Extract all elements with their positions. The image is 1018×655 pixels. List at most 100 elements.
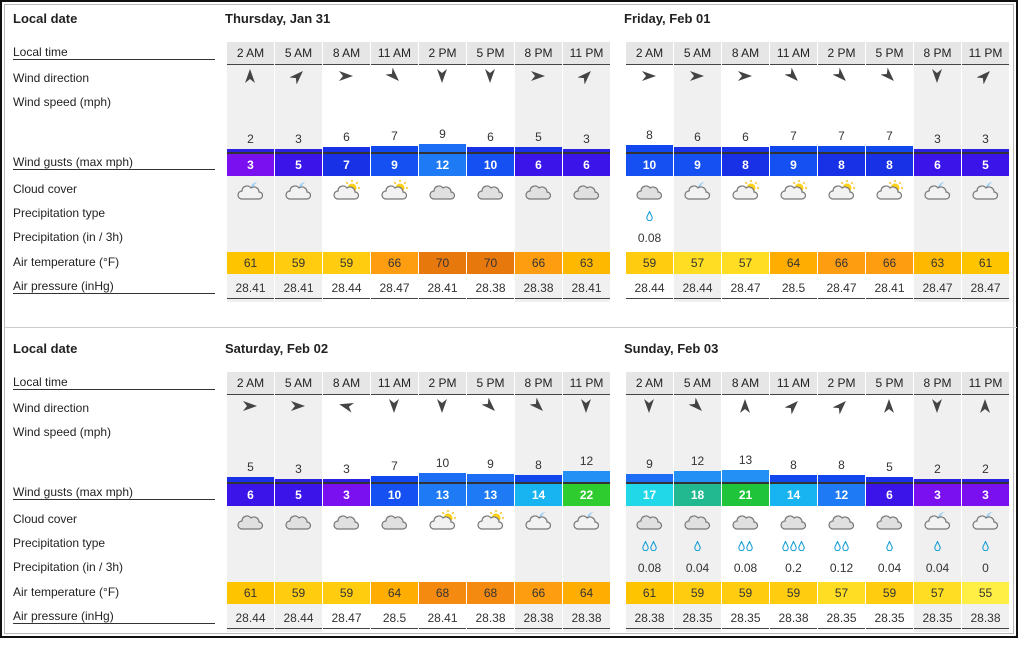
air-pressure-cell: 28.44 — [227, 608, 274, 629]
wind-speed-bar — [722, 147, 769, 152]
wind-speed-value: 9 — [439, 127, 446, 141]
hour-column: 5 AM 3 5 59 28.44 — [275, 372, 322, 632]
air-pressure-cell: 28.41 — [419, 278, 466, 299]
wind-gust-cell: 5 — [275, 482, 322, 506]
wind-gust-cell: 17 — [626, 482, 673, 506]
day-panel: Friday, Feb 01 2 AM 8 10 0.08 59 28.44 5 AM 6 9 57… — [622, 5, 1012, 325]
wind-gust-cell: 21 — [722, 482, 769, 506]
air-temperature-cell: 61 — [626, 582, 673, 604]
wind-speed-bar — [275, 149, 322, 152]
wind-speed-value: 6 — [694, 130, 701, 144]
air-pressure-cell: 28.41 — [227, 278, 274, 299]
air-pressure-cell: 28.41 — [419, 608, 466, 629]
wind-direction-arrow-icon — [434, 68, 450, 84]
hour-column: 11 PM 12 22 64 28.38 — [563, 372, 610, 632]
hour-label: 8 AM — [722, 372, 769, 395]
forecast-table: Local date Local time Wind direction Wind s… — [4, 4, 1017, 634]
hour-label: 11 AM — [770, 372, 817, 395]
wind-speed-value: 6 — [343, 130, 350, 144]
label-cloud-cover: Cloud cover — [13, 182, 78, 196]
hour-label: 5 AM — [674, 372, 721, 395]
wind-direction-arrow-icon — [385, 67, 402, 84]
hour-label: 8 AM — [722, 42, 769, 65]
wind-gust-cell: 14 — [515, 482, 562, 506]
wind-speed-value: 5 — [886, 460, 893, 474]
wind-direction-arrow-icon — [434, 398, 450, 414]
wind-speed-bar — [770, 146, 817, 152]
day-title: Thursday, Jan 31 — [225, 11, 331, 26]
wind-direction-arrow-icon — [689, 68, 705, 84]
hour-label: 2 PM — [818, 42, 865, 65]
wind-gust-cell: 8 — [866, 152, 913, 176]
label-local-date: Local date — [13, 341, 78, 356]
hour-label: 8 PM — [515, 372, 562, 395]
air-temperature-cell: 63 — [563, 252, 610, 274]
wind-gust-cell: 3 — [914, 482, 961, 506]
air-temperature-cell: 64 — [770, 252, 817, 274]
partly-sunny-icon — [876, 180, 904, 202]
hour-column: 8 AM 6 8 57 28.47 — [722, 42, 769, 302]
hour-column: 8 PM 8 14 66 28.38 — [515, 372, 562, 632]
air-temperature-cell: 66 — [818, 252, 865, 274]
air-pressure-cell: 28.5 — [371, 608, 418, 629]
partly-cloudy-night-icon — [972, 510, 1000, 532]
wind-gust-cell: 5 — [275, 152, 322, 176]
wind-direction-arrow-icon — [529, 397, 546, 414]
rain-drops-icon — [626, 210, 673, 224]
wind-speed-value: 8 — [535, 458, 542, 472]
cloudy-icon — [525, 180, 553, 202]
wind-speed-value: 3 — [343, 462, 350, 476]
hour-column: 2 AM 2 3 61 28.41 — [227, 42, 274, 302]
wind-speed-value: 3 — [295, 132, 302, 146]
rain-drops-icon — [962, 540, 1009, 554]
air-temperature-cell: 64 — [371, 582, 418, 604]
hour-column: 5 AM 6 9 57 28.44 — [674, 42, 721, 302]
label-precipitation-type: Precipitation type — [13, 536, 106, 550]
air-temperature-cell: 59 — [674, 582, 721, 604]
day-panel: Saturday, Feb 02 2 AM 5 6 61 28.44 5 AM 3 5 59 28.… — [223, 335, 613, 655]
air-temperature-cell: 66 — [515, 582, 562, 604]
air-temperature-cell: 61 — [962, 252, 1009, 274]
wind-direction-arrow-icon — [289, 68, 306, 85]
partly-cloudy-night-icon — [573, 510, 601, 532]
rain-drops-icon — [914, 540, 961, 554]
air-temperature-cell: 68 — [467, 582, 514, 604]
air-temperature-cell: 70 — [467, 252, 514, 274]
label-precipitation: Precipitation (in / 3h) — [13, 230, 124, 244]
wind-gust-cell: 13 — [419, 482, 466, 506]
wind-speed-value: 10 — [435, 456, 450, 470]
wind-gust-cell: 6 — [227, 482, 274, 506]
hour-label: 11 AM — [371, 372, 418, 395]
hour-column: 11 PM 2 3 0 55 28.38 — [962, 372, 1009, 632]
wind-speed-bar — [515, 147, 562, 152]
wind-speed-value: 8 — [838, 458, 845, 472]
wind-speed-value: 12 — [579, 454, 594, 468]
wind-gust-cell: 10 — [467, 152, 514, 176]
wind-gust-cell: 18 — [674, 482, 721, 506]
air-temperature-cell: 68 — [419, 582, 466, 604]
wind-speed-bar — [275, 479, 322, 482]
air-pressure-cell: 28.44 — [626, 278, 673, 299]
wind-speed-value: 3 — [934, 132, 941, 146]
hour-column: 8 PM 2 3 0.04 57 28.35 — [914, 372, 961, 632]
label-wind-direction: Wind direction — [13, 401, 90, 415]
partly-sunny-icon — [429, 510, 457, 532]
wind-direction-arrow-icon — [784, 67, 801, 84]
label-air-pressure: Air pressure (inHg) — [13, 609, 215, 624]
air-temperature-cell: 59 — [323, 582, 370, 604]
wind-speed-bar — [515, 475, 562, 482]
wind-speed-value: 7 — [838, 129, 845, 143]
air-pressure-cell: 28.38 — [467, 278, 514, 299]
label-precipitation-type: Precipitation type — [13, 206, 106, 220]
day-title: Friday, Feb 01 — [624, 11, 711, 26]
wind-gust-cell: 6 — [866, 482, 913, 506]
precipitation-value: 0.08 — [637, 561, 662, 575]
hour-column: 8 AM 6 7 59 28.44 — [323, 42, 370, 302]
wind-speed-value: 7 — [391, 129, 398, 143]
hour-column: 5 PM 5 6 0.04 59 28.35 — [866, 372, 913, 632]
hour-column: 2 PM 10 13 68 28.41 — [419, 372, 466, 632]
row-labels: Local date Local time Wind direction Wind s… — [13, 335, 215, 655]
wind-direction-arrow-icon — [688, 397, 705, 414]
air-pressure-cell: 28.35 — [914, 608, 961, 629]
wind-speed-bar — [866, 477, 913, 482]
